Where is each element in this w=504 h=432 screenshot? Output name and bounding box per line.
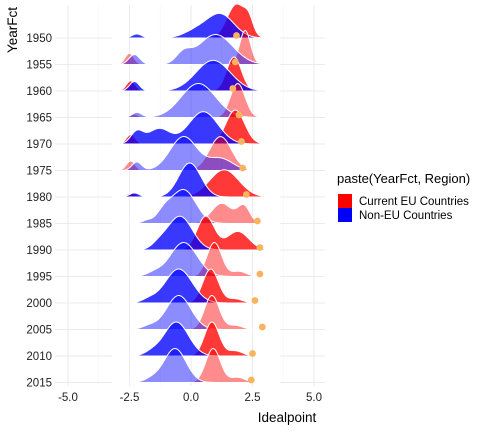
- ridge-non-eu-1995: [112, 242, 280, 277]
- ridges: [111, 3, 281, 383]
- y-tick-2000: 2000: [26, 298, 52, 310]
- y-tick-1985: 1985: [26, 219, 52, 231]
- y-tick-1980: 1980: [26, 192, 52, 204]
- point-1990: [256, 244, 264, 251]
- x-tick-label: 5.0: [306, 392, 322, 404]
- x-tick-label: -5.0: [58, 392, 78, 404]
- y-tick-2010: 2010: [26, 351, 52, 363]
- legend-title: paste(YearFct, Region): [337, 171, 470, 186]
- ridge-non-eu-1975: [112, 136, 280, 171]
- x-tick-labels: -5.0 -2.5 0.0 2.5 5.0: [58, 392, 322, 404]
- legend-label-non-eu: Non-EU Countries: [359, 210, 453, 222]
- point-1960: [229, 85, 237, 92]
- x-tick-label: -2.5: [120, 392, 140, 404]
- legend: paste(YearFct, Region) Current EU Countr…: [337, 171, 470, 222]
- mean-points: [229, 32, 266, 384]
- point-1970: [238, 138, 245, 145]
- point-1975: [239, 164, 247, 172]
- point-1965: [235, 111, 243, 119]
- legend-swatch-eu: [338, 194, 352, 208]
- y-tick-2015: 2015: [26, 378, 52, 390]
- y-tick-1970: 1970: [26, 139, 52, 151]
- point-2000: [251, 297, 259, 304]
- point-1980: [242, 191, 250, 198]
- y-tick-1955: 1955: [26, 60, 52, 72]
- ridge-non-eu-1980: [112, 162, 280, 198]
- y-tick-1960: 1960: [26, 86, 52, 98]
- ridge-non-eu-1965: [112, 83, 280, 118]
- y-tick-1990: 1990: [26, 245, 52, 257]
- ridge-non-eu-2005: [112, 295, 280, 330]
- point-1955: [231, 58, 239, 66]
- point-2010: [249, 350, 256, 357]
- point-2015: [247, 376, 255, 384]
- ridge-non-eu-1970: [111, 111, 280, 145]
- point-2005: [258, 323, 266, 331]
- y-tick-2005: 2005: [26, 325, 52, 337]
- point-1950: [233, 32, 240, 39]
- point-1995: [256, 270, 264, 278]
- y-tick-1950: 1950: [26, 33, 52, 45]
- y-tick-1975: 1975: [26, 166, 52, 178]
- point-1985: [254, 217, 261, 225]
- ridge-non-eu-2000: [112, 268, 280, 304]
- y-tick-labels: 1950 1955 1960 1965 1970 1975 1980 1985 1990 1995…: [26, 33, 52, 390]
- ridge-non-eu-1985: [112, 189, 280, 224]
- ridge-non-eu-1955: [112, 33, 281, 65]
- x-axis-title: Idealpoint: [258, 410, 317, 425]
- x-tick-label: 0.0: [183, 392, 199, 404]
- ridge-non-eu-1950: [112, 12, 280, 39]
- x-tick-label: 2.5: [245, 392, 261, 404]
- y-tick-1995: 1995: [26, 272, 52, 284]
- legend-swatch-non-eu: [338, 208, 352, 222]
- y-axis-title: YearFct: [5, 7, 20, 53]
- y-tick-1965: 1965: [26, 113, 52, 125]
- ridge-non-eu-1990: [112, 215, 280, 251]
- legend-label-eu: Current EU Countries: [359, 196, 469, 208]
